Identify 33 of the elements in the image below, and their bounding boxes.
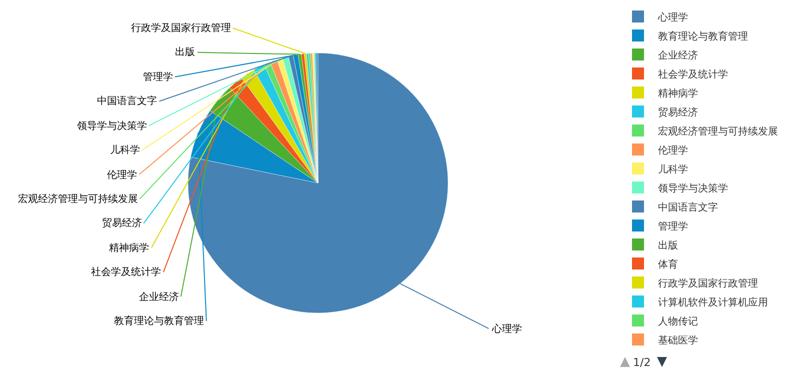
data-label: 社会学及统计学 <box>91 266 161 278</box>
data-label: 中国语言文字 <box>97 95 157 107</box>
data-label: 精神病学 <box>109 242 149 254</box>
legend-label: 宏观经济管理与可持续发展 <box>658 125 778 138</box>
data-label: 宏观经济管理与可持续发展 <box>18 193 138 205</box>
data-label: 心理学 <box>491 323 522 335</box>
data-label: 教育理论与教育管理 <box>114 315 204 327</box>
data-label: 伦理学 <box>107 169 137 181</box>
legend-label: 领导学与决策学 <box>658 182 728 194</box>
legend-label: 贸易经济 <box>658 106 698 118</box>
data-label: 行政学及国家行政管理 <box>131 22 231 34</box>
legend-label: 行政学及国家行政管理 <box>658 277 758 290</box>
legend-label: 教育理论与教育管理 <box>658 30 748 42</box>
legend-label: 基础医学 <box>658 334 698 346</box>
legend-label: 中国语言文字 <box>658 201 718 214</box>
data-label: 领导学与决策学 <box>77 120 147 132</box>
legend-label: 伦理学 <box>658 144 688 156</box>
data-label: 管理学 <box>143 71 173 83</box>
text: 1/2 <box>633 356 651 369</box>
data-label: 儿科学 <box>110 144 140 156</box>
legend-label: 体育 <box>658 258 678 270</box>
legend-label: 计算机软件及计算机应用 <box>658 296 768 308</box>
legend-label: 心理学 <box>657 11 688 24</box>
data-label: 出版 <box>175 46 195 58</box>
legend-label: 管理学 <box>658 220 688 232</box>
legend-label: 儿科学 <box>658 163 688 176</box>
data-label: 贸易经济 <box>102 217 142 229</box>
legend-label: 出版 <box>658 239 678 252</box>
legend-label: 企业经济 <box>658 49 698 62</box>
legend-label: 人物传记 <box>658 315 698 328</box>
legend-label: 精神病学 <box>658 87 698 100</box>
legend-label: 社会学及统计学 <box>658 68 728 80</box>
data-label: 企业经济 <box>139 291 179 303</box>
